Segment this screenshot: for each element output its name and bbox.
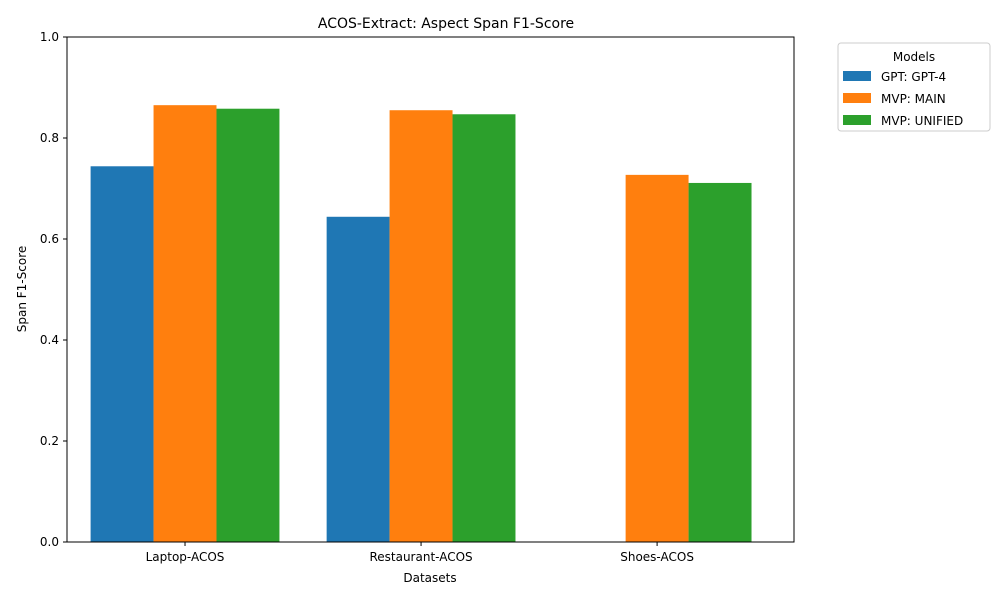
bar-restaurant-acos-series-1 xyxy=(389,110,453,542)
bar-laptop-acos-series-1 xyxy=(153,105,217,543)
legend-label-main: MVP: MAIN xyxy=(881,92,946,106)
bar-restaurant-acos-series-0 xyxy=(326,216,390,542)
x-ticks-group: Laptop-ACOS Restaurant-ACOS Shoes-ACOS xyxy=(146,542,694,564)
bar-shoes-acos-series-2 xyxy=(688,182,752,542)
x-axis-label: Datasets xyxy=(403,571,456,585)
legend-swatch-unified xyxy=(843,115,871,125)
y-ticks-group: 0.0 0.2 0.4 0.6 0.8 1.0 xyxy=(40,30,67,549)
y-tick-label: 1.0 xyxy=(40,30,59,44)
legend-label-gpt4: GPT: GPT-4 xyxy=(881,70,946,84)
y-tick-label: 0.0 xyxy=(40,535,59,549)
x-tick-label: Shoes-ACOS xyxy=(620,550,694,564)
legend-box xyxy=(837,42,991,132)
x-tick-label: Laptop-ACOS xyxy=(146,550,225,564)
bar-laptop-acos-series-0 xyxy=(90,166,154,542)
legend: Models GPT: GPT-4 MVP: MAIN MVP: UNIFIED xyxy=(837,42,991,132)
y-tick-label: 0.8 xyxy=(40,131,59,145)
plot-frame xyxy=(66,36,795,543)
y-axis-label: Span F1-Score xyxy=(15,246,29,332)
legend-swatch-gpt4 xyxy=(843,71,871,81)
legend-swatch-main xyxy=(843,93,871,103)
bar-laptop-acos-series-2 xyxy=(216,108,280,543)
legend-label-unified: MVP: UNIFIED xyxy=(881,114,963,128)
bar-restaurant-acos-series-2 xyxy=(452,114,516,542)
legend-title: Models xyxy=(893,50,935,64)
x-tick-label: Restaurant-ACOS xyxy=(369,550,472,564)
y-tick-label: 0.4 xyxy=(40,333,59,347)
bar-shoes-acos-series-1 xyxy=(625,174,689,543)
y-tick-label: 0.2 xyxy=(40,434,59,448)
bars-group xyxy=(90,105,752,543)
y-tick-label: 0.6 xyxy=(40,232,59,246)
chart-title: ACOS-Extract: Aspect Span F1-Score xyxy=(318,16,574,32)
